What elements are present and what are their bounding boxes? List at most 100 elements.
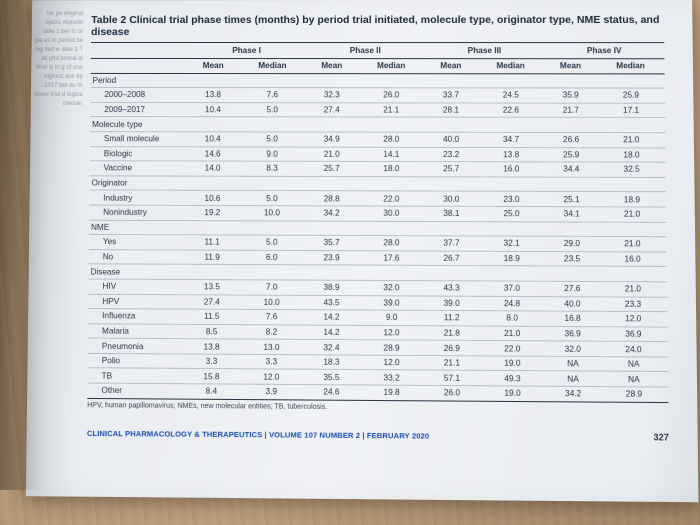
cell-value: 25.9 [597, 88, 665, 103]
cell-value: 26.6 [545, 132, 598, 147]
cell-value: 34.1 [545, 207, 598, 222]
issue-info: | VOLUME 107 NUMBER 2 | FEBRUARY 2020 [262, 430, 429, 441]
row-label: No [89, 249, 186, 264]
cell-value: 28.1 [425, 103, 477, 118]
row-label: Pneumonia [88, 338, 186, 354]
cell-value: 13.8 [187, 88, 239, 103]
cell-value: 57.1 [426, 370, 479, 385]
page-footer: CLINICAL PHARMACOLOGY & THERAPEUTICS | V… [87, 427, 669, 442]
cell-value: 21.8 [425, 325, 478, 340]
cell-value: 32.1 [478, 236, 546, 251]
row-label: Biologic [90, 146, 187, 161]
cell-value: 21.0 [306, 147, 358, 162]
cell-value: 35.7 [305, 235, 357, 250]
table-row: Small molecule10.45.034.928.040.034.726.… [90, 132, 666, 148]
cell-value: 17.6 [358, 250, 426, 265]
table-title: Table 2 Clinical trial phase times (mont… [91, 14, 664, 38]
cell-value: 27.4 [186, 294, 238, 309]
cell-value: 3.9 [237, 384, 305, 399]
row-label: Industry [89, 190, 186, 205]
journal-name: CLINICAL PHARMACOLOGY & THERAPEUTICS [87, 428, 262, 439]
cell-value: NA [599, 356, 668, 372]
cell-value: 28.9 [358, 340, 426, 355]
cell-value: 26.0 [426, 385, 479, 400]
cell-value: 13.8 [185, 339, 237, 354]
row-label: 2009–2017 [90, 102, 187, 117]
row-label: 2000–2008 [90, 88, 187, 103]
cell-value: 38.9 [305, 280, 357, 295]
cell-value: 28.8 [306, 191, 358, 206]
cell-value: 16.0 [598, 251, 667, 266]
cell-value: 14.2 [305, 325, 357, 340]
cell-value: 21.1 [426, 355, 479, 370]
cell-value: 25.7 [425, 162, 477, 177]
phase-header: Phase III [425, 43, 545, 59]
cell-value: 10.6 [186, 191, 238, 206]
cell-value: 22.0 [478, 341, 546, 356]
cell-value: 3.3 [185, 354, 237, 369]
table-footnote: HPV, human papillomavirus; NMEs, new mol… [87, 402, 668, 413]
sub-header: Mean [306, 59, 358, 74]
table-header: Phase I Phase II Phase III Phase IV Mean… [91, 42, 665, 73]
cell-value: 9.0 [239, 147, 306, 162]
cell-value: 23.3 [599, 296, 668, 311]
cell-value: 8.5 [186, 324, 238, 339]
cell-value: 3.3 [238, 354, 306, 369]
cell-value: 5.0 [238, 235, 305, 250]
cell-value: 14.2 [305, 310, 357, 325]
cell-value: 32.3 [306, 88, 358, 103]
cell-value: 43.3 [425, 281, 478, 296]
cell-value: 21.7 [545, 103, 598, 118]
cell-value: 13.5 [186, 279, 238, 294]
row-label: Nonindustry [89, 205, 186, 220]
cell-value: 38.1 [425, 206, 477, 221]
cell-value: 43.5 [305, 295, 357, 310]
cell-value: 34.9 [306, 132, 358, 147]
cell-value: 8.4 [185, 384, 237, 399]
cell-value: 25.0 [478, 206, 546, 221]
cell-value: 8.3 [238, 161, 305, 176]
sub-header: Mean [544, 59, 596, 74]
cell-value: 8.2 [238, 324, 306, 339]
row-label: TB [87, 368, 185, 384]
cell-value: 26.9 [426, 340, 479, 355]
cell-value: 36.9 [546, 326, 599, 341]
page-number: 327 [653, 432, 669, 443]
row-label: Malaria [88, 323, 186, 338]
cell-value: 18.3 [305, 355, 357, 370]
cell-value: 21.0 [598, 207, 666, 222]
cell-value: 37.0 [478, 281, 546, 296]
row-label: Other [87, 383, 185, 399]
cell-value: 37.7 [425, 236, 477, 251]
cell-value: 5.0 [239, 102, 306, 117]
table-row: 2000–200813.87.632.326.033.724.535.925.9 [90, 88, 665, 103]
sub-header: Median [358, 59, 425, 74]
cell-value: 18.0 [358, 162, 425, 177]
cell-value: 40.0 [425, 132, 477, 147]
cell-value: 12.0 [358, 355, 426, 370]
sub-header: Mean [425, 59, 477, 74]
cell-value: 34.2 [547, 386, 600, 401]
cell-value: 12.0 [358, 325, 426, 340]
cell-value: 11.1 [186, 235, 238, 250]
cell-value: 10.0 [238, 295, 305, 310]
cell-value: 34.4 [545, 162, 598, 177]
cell-value: 19.8 [358, 385, 426, 401]
cell-value: 22.6 [477, 103, 545, 118]
cell-value: 24.8 [478, 296, 546, 311]
cell-value: 21.0 [478, 326, 546, 341]
table-row: 2009–201710.45.027.421.128.122.621.717.1 [90, 102, 665, 118]
row-label: Influenza [88, 309, 186, 324]
cell-value: 23.2 [425, 147, 477, 162]
row-label: HIV [88, 279, 186, 294]
cell-value: 16.0 [477, 162, 545, 177]
cell-value: 32.0 [546, 341, 599, 356]
cell-value: 39.0 [358, 295, 426, 310]
clinical-trial-table: Phase I Phase II Phase III Phase IV Mean… [87, 42, 668, 403]
row-label: Yes [89, 235, 186, 250]
cell-value: 10.4 [187, 132, 239, 147]
cell-value: 35.9 [545, 88, 598, 103]
cell-value: 13.8 [477, 147, 545, 162]
row-label: Polio [88, 353, 186, 369]
cell-value: 23.9 [305, 250, 357, 265]
